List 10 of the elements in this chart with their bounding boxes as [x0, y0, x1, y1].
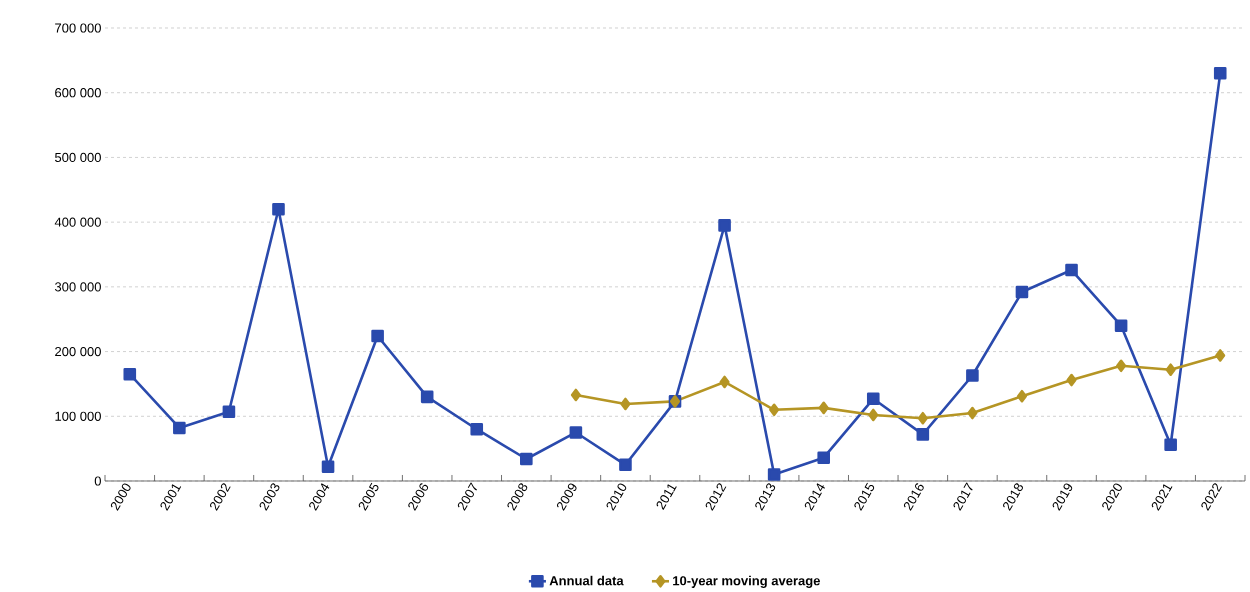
y-tick-label: 500 000 — [54, 152, 101, 163]
y-tick-label: 0 — [94, 476, 101, 486]
legend-label: 10-year moving average — [673, 575, 820, 588]
y-tick-label: 100 000 — [55, 411, 101, 421]
y-tick-label: 200 000 — [55, 346, 101, 357]
y-tick-label: 400 000 — [54, 217, 101, 227]
legend-label: Annual data — [549, 575, 624, 586]
y-tick-label: 300 000 — [54, 282, 101, 292]
y-tick-label: 600 000 — [55, 88, 101, 98]
y-tick-label: 700 000 — [55, 23, 101, 33]
